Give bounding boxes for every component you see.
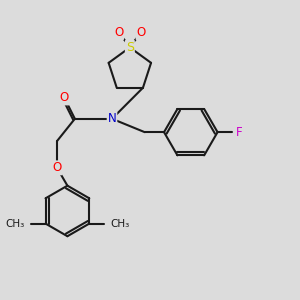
Text: O: O bbox=[60, 92, 69, 104]
Text: O: O bbox=[114, 26, 123, 39]
Text: O: O bbox=[136, 26, 146, 39]
Text: N: N bbox=[108, 112, 116, 125]
Text: CH₃: CH₃ bbox=[5, 219, 24, 229]
Text: F: F bbox=[236, 126, 242, 139]
Text: S: S bbox=[126, 41, 134, 54]
Text: O: O bbox=[52, 161, 62, 174]
Text: CH₃: CH₃ bbox=[111, 219, 130, 229]
